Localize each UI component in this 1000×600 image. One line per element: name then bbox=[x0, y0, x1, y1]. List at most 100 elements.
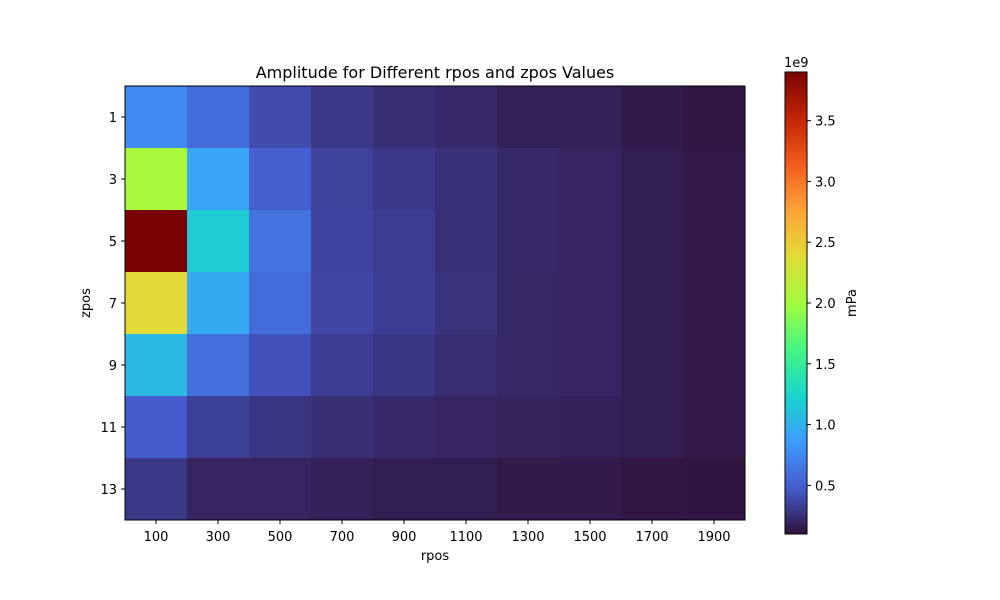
heatmap-cell bbox=[621, 396, 684, 459]
x-tick-label: 100 bbox=[144, 530, 169, 545]
heatmap-cell bbox=[373, 396, 436, 459]
heatmap-cell bbox=[373, 210, 436, 273]
heatmap-cell bbox=[249, 210, 312, 273]
heatmap-cell bbox=[373, 86, 436, 149]
x-tick-label: 700 bbox=[330, 530, 355, 545]
heatmap-cell bbox=[125, 272, 188, 335]
heatmap-cell bbox=[187, 148, 250, 211]
colorbar-tick-label: 3.5 bbox=[815, 115, 836, 130]
x-tick-label: 1100 bbox=[449, 530, 482, 545]
heatmap-cells bbox=[125, 86, 746, 521]
heatmap-cell bbox=[311, 334, 374, 397]
colorbar-tick-label: 0.5 bbox=[815, 479, 836, 494]
heatmap-cell bbox=[621, 272, 684, 335]
heatmap-cell bbox=[683, 272, 746, 335]
heatmap-cell bbox=[621, 148, 684, 211]
colorbar-tick-label: 1.5 bbox=[815, 358, 836, 373]
y-tick-label: 9 bbox=[109, 359, 117, 374]
heatmap-cell bbox=[187, 86, 250, 149]
heatmap-cell bbox=[683, 458, 746, 521]
x-tick-label: 1500 bbox=[573, 530, 606, 545]
heatmap-cell bbox=[249, 458, 312, 521]
x-axis-label: rpos bbox=[421, 549, 450, 564]
heatmap-cell bbox=[311, 396, 374, 459]
x-tick-label: 1300 bbox=[511, 530, 544, 545]
heatmap-cell bbox=[559, 86, 622, 149]
x-tick-label: 1700 bbox=[635, 530, 668, 545]
colorbar-tick-label: 2.0 bbox=[815, 297, 836, 312]
heatmap-cell bbox=[559, 458, 622, 521]
heatmap-cell bbox=[559, 272, 622, 335]
colorbar-multiplier: 1e9 bbox=[784, 56, 809, 71]
y-tick-label: 1 bbox=[109, 111, 117, 126]
colorbar-tick-label: 3.0 bbox=[815, 175, 836, 190]
heatmap-cell bbox=[683, 210, 746, 273]
heatmap-cell bbox=[311, 148, 374, 211]
x-tick-label: 300 bbox=[206, 530, 231, 545]
heatmap-cell bbox=[187, 396, 250, 459]
heatmap-cell bbox=[435, 334, 498, 397]
heatmap-cell bbox=[125, 148, 188, 211]
heatmap-cell bbox=[621, 210, 684, 273]
heatmap-cell bbox=[187, 458, 250, 521]
y-axis-label: zpos bbox=[79, 288, 94, 318]
heatmap-cell bbox=[249, 272, 312, 335]
heatmap-cell bbox=[125, 86, 188, 149]
heatmap-cell bbox=[311, 210, 374, 273]
heatmap-cell bbox=[497, 396, 560, 459]
x-tick-label: 1900 bbox=[697, 530, 730, 545]
heatmap-cell bbox=[559, 334, 622, 397]
heatmap-cell bbox=[249, 396, 312, 459]
colorbar-label: mPa bbox=[845, 289, 860, 317]
heatmap-cell bbox=[311, 458, 374, 521]
heatmap-cell bbox=[311, 272, 374, 335]
heatmap-cell bbox=[621, 86, 684, 149]
colorbar-tick-label: 1.0 bbox=[815, 419, 836, 434]
x-axis-ticks: 100 300 500 700 900 1100 1300 1500 1700 1900 bbox=[144, 520, 731, 545]
heatmap-cell bbox=[621, 458, 684, 521]
colorbar-ticks: 0.5 1.0 1.5 2.0 2.5 3.0 3.5 bbox=[807, 115, 836, 494]
y-tick-label: 11 bbox=[100, 421, 117, 436]
y-tick-label: 13 bbox=[100, 483, 117, 498]
heatmap-cell bbox=[435, 86, 498, 149]
heatmap-cell bbox=[621, 334, 684, 397]
heatmap-cell bbox=[187, 334, 250, 397]
heatmap-cell bbox=[497, 272, 560, 335]
heatmap-cell bbox=[683, 334, 746, 397]
heatmap-cell bbox=[249, 334, 312, 397]
heatmap-cell bbox=[373, 272, 436, 335]
colorbar-tick-label: 2.5 bbox=[815, 236, 836, 251]
y-tick-label: 7 bbox=[109, 297, 117, 312]
heatmap-cell bbox=[125, 334, 188, 397]
heatmap-cell bbox=[435, 458, 498, 521]
heatmap-cell bbox=[249, 148, 312, 211]
heatmap-cell bbox=[125, 396, 188, 459]
heatmap-cell bbox=[559, 396, 622, 459]
y-tick-label: 5 bbox=[109, 235, 117, 250]
heatmap-cell bbox=[187, 272, 250, 335]
x-tick-label: 500 bbox=[268, 530, 293, 545]
heatmap-cell bbox=[497, 148, 560, 211]
heatmap-cell bbox=[435, 396, 498, 459]
heatmap-cell bbox=[559, 148, 622, 211]
heatmap-cell bbox=[125, 458, 188, 521]
heatmap-cell bbox=[249, 86, 312, 149]
colorbar bbox=[784, 71, 808, 535]
y-tick-label: 3 bbox=[109, 173, 117, 188]
heatmap-cell bbox=[187, 210, 250, 273]
x-tick-label: 900 bbox=[392, 530, 417, 545]
chart-title: Amplitude for Different rpos and zpos Va… bbox=[256, 63, 615, 82]
heatmap-cell bbox=[373, 148, 436, 211]
heatmap-cell bbox=[497, 334, 560, 397]
heatmap-cell bbox=[683, 148, 746, 211]
heatmap-cell bbox=[373, 458, 436, 521]
heatmap-cell bbox=[373, 334, 436, 397]
heatmap-cell bbox=[497, 86, 560, 149]
heatmap-cell bbox=[559, 210, 622, 273]
heatmap-cell bbox=[125, 210, 188, 273]
heatmap-cell bbox=[497, 210, 560, 273]
heatmap-cell bbox=[435, 148, 498, 211]
heatmap-cell bbox=[683, 86, 746, 149]
